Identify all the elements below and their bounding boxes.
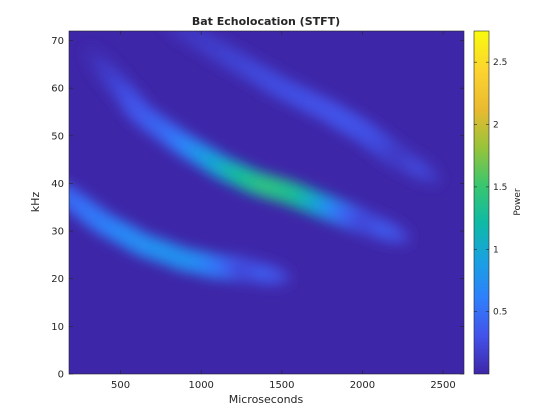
x-tick-label: 500 (111, 380, 130, 391)
y-tick-label: 50 (51, 131, 64, 142)
plot-frame (68, 30, 465, 375)
power-cell (372, 224, 395, 236)
x-tick-label: 2500 (430, 380, 455, 391)
colorbar-gradient (473, 30, 490, 375)
y-tick-label: 40 (51, 179, 64, 190)
y-tick-label: 70 (51, 36, 64, 47)
ridge-1 (69, 177, 293, 287)
x-tick-label: 1500 (269, 380, 294, 391)
x-tick-label: 2000 (350, 380, 375, 391)
x-axis-label: Microseconds (229, 393, 304, 406)
power-cell (250, 268, 275, 278)
plot-area (68, 30, 465, 375)
colorbar-label: Power (513, 188, 523, 216)
ridge-2 (83, 44, 412, 246)
colorbar-tick-label: 1.5 (493, 183, 507, 193)
y-axis-label: kHz (29, 192, 42, 213)
chart-title: Bat Echolocation (STFT) (192, 15, 340, 28)
y-tick-label: 20 (51, 274, 64, 285)
y-tick-label: 0 (58, 370, 64, 381)
ridge-3 (158, 31, 443, 186)
y-tick-label: 60 (51, 84, 64, 95)
y-axis: 0 10 20 30 40 50 60 70 (51, 36, 464, 381)
y-tick-label: 30 (51, 227, 64, 238)
colorbar-ticks: 0.5 1 1.5 2 2.5 (474, 58, 507, 318)
colorbar-tick-label: 2.5 (493, 58, 507, 68)
y-tick-label: 10 (51, 322, 64, 333)
colorbar-tick-label: 2 (493, 121, 499, 131)
power-cell (405, 160, 427, 175)
colorbar-tick-label: 1 (493, 245, 499, 255)
heatmap (69, 31, 443, 287)
x-axis: 500 1000 1500 2000 2500 (111, 31, 456, 391)
colorbar: 0.5 1 1.5 2 2.5 Power (473, 30, 523, 375)
colorbar-tick-label: 0.5 (493, 308, 507, 318)
x-tick-label: 1000 (188, 380, 213, 391)
